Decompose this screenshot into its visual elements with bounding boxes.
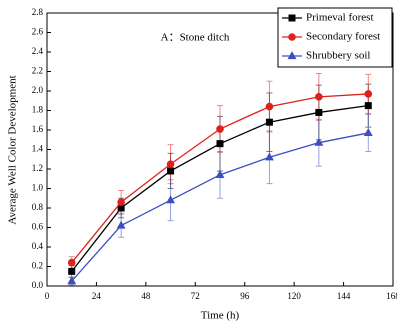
data-point <box>215 170 225 178</box>
x-tick-label: 72 <box>191 291 200 301</box>
data-point <box>67 276 77 285</box>
data-point <box>314 137 324 146</box>
data-point <box>264 152 274 161</box>
legend-marker <box>288 14 296 22</box>
x-tick-label: 144 <box>337 291 351 301</box>
data-point <box>265 118 273 126</box>
y-tick-label: 1.2 <box>32 163 43 173</box>
legend-label: Secondary forest <box>306 31 380 43</box>
x-tick-label: 0 <box>45 291 50 301</box>
data-point <box>216 140 224 148</box>
legend-label: Primeval forest <box>306 12 374 24</box>
x-tick-label: 48 <box>141 291 151 301</box>
x-tick-label: 96 <box>240 291 250 301</box>
annotation: A：Stone ditch <box>161 32 230 44</box>
y-tick-label: 2.8 <box>32 7 44 17</box>
legend-label: Shrubbery soil <box>306 50 370 62</box>
y-tick-label: 2.0 <box>32 85 44 95</box>
data-point <box>364 90 373 98</box>
data-point <box>216 125 224 133</box>
y-tick-label: 0.8 <box>32 202 44 212</box>
data-point <box>364 102 372 110</box>
legend-marker <box>287 51 297 60</box>
data-point <box>167 167 175 175</box>
x-tick-label: 24 <box>92 291 102 301</box>
data-point <box>68 267 76 275</box>
y-tick-label: 1.4 <box>32 144 44 154</box>
y-tick-label: 1.8 <box>32 105 44 115</box>
data-point <box>166 160 175 168</box>
y-tick-label: 2.4 <box>32 46 44 56</box>
data-point <box>315 93 323 101</box>
y-axis-label: Average Well Color Development <box>7 75 19 224</box>
y-tick-label: 2.6 <box>32 27 44 37</box>
y-tick-label: 0.0 <box>32 280 44 290</box>
x-tick-label: 168 <box>386 291 397 301</box>
x-tick-label: 120 <box>287 291 301 301</box>
data-point <box>315 108 323 116</box>
data-point <box>265 102 274 111</box>
data-point <box>166 195 176 204</box>
y-tick-label: 1.6 <box>32 124 44 134</box>
y-tick-label: 1.0 <box>32 183 44 193</box>
y-tick-label: 2.2 <box>32 66 43 76</box>
data-point <box>116 220 126 229</box>
data-point <box>117 198 125 206</box>
y-tick-label: 0.4 <box>32 241 44 251</box>
legend-marker <box>288 33 296 41</box>
x-axis-label: Time (h) <box>201 310 240 322</box>
y-tick-label: 0.2 <box>32 261 43 271</box>
data-point <box>67 258 76 267</box>
y-tick-label: 0.6 <box>32 222 44 232</box>
data-point <box>363 128 373 137</box>
